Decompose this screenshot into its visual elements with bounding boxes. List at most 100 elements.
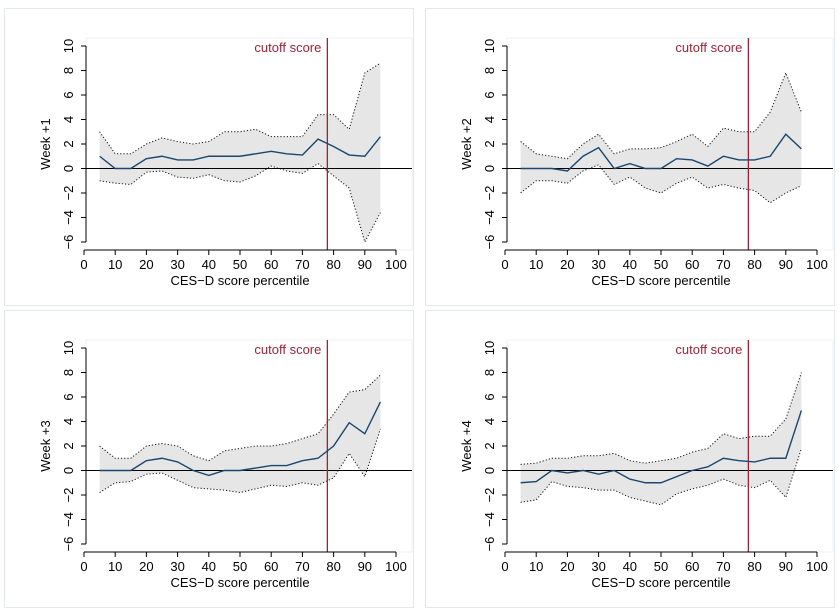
y-tick-label: −4 xyxy=(61,512,76,527)
x-tick-label: 50 xyxy=(233,257,247,272)
x-tick-label: 80 xyxy=(747,559,761,574)
x-tick-label: 90 xyxy=(358,559,372,574)
y-tick-label: 4 xyxy=(482,418,497,425)
x-tick-label: 60 xyxy=(685,559,699,574)
x-tick-label: 20 xyxy=(560,257,574,272)
x-tick-label: 0 xyxy=(501,559,508,574)
y-tick-label: −2 xyxy=(482,186,497,201)
x-axis-title: CES−D score percentile xyxy=(591,575,730,590)
x-tick-label: 50 xyxy=(654,559,668,574)
x-tick-label: 90 xyxy=(779,257,793,272)
y-tick-label: 0 xyxy=(61,467,76,474)
x-tick-label: 90 xyxy=(779,559,793,574)
y-axis-title: Week +1 xyxy=(38,118,53,169)
cutoff-label: cutoff score xyxy=(254,342,321,357)
x-tick-label: 10 xyxy=(529,559,543,574)
y-tick-label: 2 xyxy=(482,140,497,147)
x-tick-label: 70 xyxy=(716,559,730,574)
estimate-line xyxy=(99,401,382,477)
y-tick-label: −4 xyxy=(61,210,76,225)
y-tick-label: −6 xyxy=(482,235,497,250)
panel-week-2: cutoff score −6 −4 −2 0 2 4 6 8 10 Week +2 0 10 20 30 4… xyxy=(425,8,835,306)
x-tick-label: 40 xyxy=(623,257,637,272)
x-tick-label: 20 xyxy=(560,559,574,574)
y-tick-label: −2 xyxy=(482,488,497,503)
chart-svg: cutoff score −6 −4 −2 0 2 4 6 8 10 Week +2 0 10 20 30 4… xyxy=(425,8,835,306)
y-axis-title: Week +2 xyxy=(459,118,474,169)
y-tick-label: 0 xyxy=(482,165,497,172)
y-tick-label: 10 xyxy=(61,39,76,53)
x-tick-label: 40 xyxy=(202,257,216,272)
y-tick-label: 2 xyxy=(61,140,76,147)
x-tick-label: 50 xyxy=(654,257,668,272)
x-tick-label: 10 xyxy=(529,257,543,272)
chart-svg: cutoff score −6 −4 −2 0 2 4 6 8 10 Week +1 0 10 20 30 4… xyxy=(4,8,414,306)
x-axis-title: CES−D score percentile xyxy=(170,273,309,288)
y-tick-label: 8 xyxy=(61,67,76,74)
y-tick-label: −6 xyxy=(61,235,76,250)
y-tick-label: 6 xyxy=(482,393,497,400)
x-tick-label: 80 xyxy=(326,559,340,574)
x-axis-title: CES−D score percentile xyxy=(170,575,309,590)
x-tick-label: 100 xyxy=(806,257,828,272)
y-tick-label: 6 xyxy=(482,91,497,98)
panel-week-1: cutoff score −6 −4 −2 0 2 4 6 8 10 Week +1 0 10 20 30 4… xyxy=(4,8,414,306)
x-tick-label: 60 xyxy=(264,257,278,272)
x-tick-label: 90 xyxy=(358,257,372,272)
y-tick-label: 10 xyxy=(61,341,76,355)
y-tick-label: −6 xyxy=(482,537,497,552)
x-tick-label: 100 xyxy=(806,559,828,574)
x-tick-label: 30 xyxy=(170,559,184,574)
cutoff-label: cutoff score xyxy=(675,40,742,55)
y-tick-label: 8 xyxy=(482,369,497,376)
x-tick-label: 0 xyxy=(501,257,508,272)
x-tick-label: 100 xyxy=(385,257,407,272)
confidence-band xyxy=(99,63,381,243)
y-tick-label: 8 xyxy=(482,67,497,74)
y-tick-label: −6 xyxy=(61,537,76,552)
x-tick-label: 80 xyxy=(747,257,761,272)
x-tick-label: 60 xyxy=(264,559,278,574)
y-tick-label: 6 xyxy=(61,91,76,98)
x-tick-label: 0 xyxy=(80,257,87,272)
y-tick-label: 2 xyxy=(482,442,497,449)
x-tick-label: 20 xyxy=(139,559,153,574)
x-tick-label: 40 xyxy=(202,559,216,574)
x-tick-label: 70 xyxy=(716,257,730,272)
x-tick-label: 10 xyxy=(108,559,122,574)
x-tick-label: 50 xyxy=(233,559,247,574)
ci-lower-line xyxy=(99,428,381,494)
estimate-line xyxy=(520,410,803,484)
x-tick-label: 30 xyxy=(591,257,605,272)
y-tick-label: 0 xyxy=(61,165,76,172)
y-tick-label: 8 xyxy=(61,369,76,376)
ci-lower-line xyxy=(520,164,802,204)
confidence-band xyxy=(520,72,802,203)
x-tick-label: 10 xyxy=(108,257,122,272)
ci-upper-line xyxy=(99,374,381,462)
x-tick-label: 60 xyxy=(685,257,699,272)
ci-lower-line xyxy=(99,162,381,244)
y-tick-label: 2 xyxy=(61,442,76,449)
y-tick-label: 10 xyxy=(482,341,497,355)
x-tick-label: 40 xyxy=(623,559,637,574)
y-tick-label: 0 xyxy=(482,467,497,474)
y-tick-label: −4 xyxy=(482,210,497,225)
confidence-band xyxy=(99,374,381,493)
estimate-line xyxy=(99,136,381,170)
x-tick-label: 70 xyxy=(295,559,309,574)
chart-svg: cutoff score −6 −4 −2 0 2 4 6 8 10 Week +4 0 10 20 30 4… xyxy=(425,310,835,608)
estimate-line xyxy=(520,133,802,172)
x-tick-label: 0 xyxy=(80,559,87,574)
panel-week-4: cutoff score −6 −4 −2 0 2 4 6 8 10 Week +4 0 10 20 30 4… xyxy=(425,310,835,608)
x-tick-label: 30 xyxy=(170,257,184,272)
ci-upper-line xyxy=(520,71,802,160)
x-tick-label: 20 xyxy=(139,257,153,272)
y-tick-label: −2 xyxy=(61,186,76,201)
x-tick-label: 100 xyxy=(385,559,407,574)
x-tick-label: 70 xyxy=(295,257,309,272)
x-axis-title: CES−D score percentile xyxy=(591,273,730,288)
x-tick-label: 80 xyxy=(326,257,340,272)
chart-svg: cutoff score −6 −4 −2 0 2 4 6 8 10 Week +3 0 10 20 30 4… xyxy=(4,310,414,608)
